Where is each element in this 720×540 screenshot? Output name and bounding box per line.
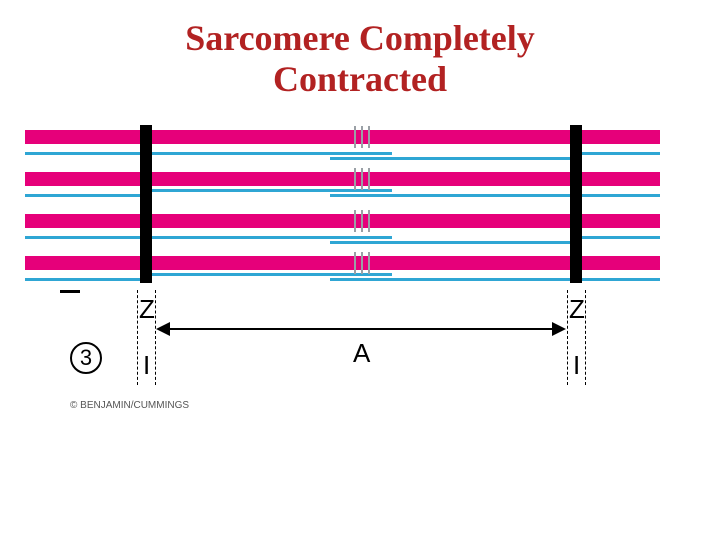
i-label-right: I (573, 350, 580, 381)
i-dashed-right-b (585, 290, 586, 385)
thin-filament-left-inner-2 (152, 236, 392, 239)
title-line1: Sarcomere Completely (0, 18, 720, 59)
page-title: Sarcomere Completely Contracted (0, 0, 720, 101)
m-line-2-1 (361, 210, 363, 232)
m-line-3-1 (361, 252, 363, 274)
step-number-value: 3 (80, 345, 92, 371)
m-line-0-0 (354, 126, 356, 148)
thick-filament-right-2 (582, 214, 660, 228)
thick-filament-left-0 (25, 130, 140, 144)
m-line-3-0 (354, 252, 356, 274)
z-label-right: Z (569, 294, 585, 325)
thick-filament-right-1 (582, 172, 660, 186)
i-dashed-right-a (567, 290, 568, 385)
m-line-1-2 (368, 168, 370, 190)
thin-filament-left-inner-3 (152, 273, 392, 276)
m-line-3-2 (368, 252, 370, 274)
thin-filament-left-outer-2 (25, 236, 140, 239)
i-label-left: I (143, 350, 150, 381)
a-band-arrow-head-left (156, 322, 170, 336)
thin-filament-left-outer-3 (25, 278, 140, 281)
thin-filament-right-inner-3 (330, 278, 570, 281)
copyright-credit: © BENJAMIN/CUMMINGS (70, 400, 189, 411)
z-label-left: Z (139, 294, 155, 325)
sarcomere-diagram (60, 130, 660, 280)
thin-filament-left-inner-1 (152, 189, 392, 192)
thin-filament-left-outer-1 (25, 194, 140, 197)
thin-filament-right-outer-2 (582, 236, 660, 239)
thin-filament-left-inner-0 (152, 152, 392, 155)
m-line-2-0 (354, 210, 356, 232)
i-dashed-left-a (137, 290, 138, 385)
annotation-area: ZZIIA3 (60, 290, 660, 410)
title-line2: Contracted (0, 59, 720, 100)
m-line-0-2 (368, 126, 370, 148)
thin-filament-right-outer-3 (582, 278, 660, 281)
thin-filament-right-outer-0 (582, 152, 660, 155)
thin-filament-right-inner-0 (330, 157, 570, 160)
a-label: A (353, 338, 370, 369)
thin-filament-right-outer-1 (582, 194, 660, 197)
thick-filament-left-1 (25, 172, 140, 186)
z-disc-left (140, 125, 152, 283)
m-line-1-1 (361, 168, 363, 190)
step-number-badge: 3 (70, 342, 102, 374)
m-line-1-0 (354, 168, 356, 190)
thick-filament-right-0 (582, 130, 660, 144)
z-underline-right (60, 292, 80, 294)
a-band-arrow-head-right (552, 322, 566, 336)
thick-filament-left-3 (25, 256, 140, 270)
m-line-2-2 (368, 210, 370, 232)
thin-filament-right-inner-2 (330, 241, 570, 244)
thin-filament-right-inner-1 (330, 194, 570, 197)
thick-filament-left-2 (25, 214, 140, 228)
i-dashed-left-b (155, 290, 156, 385)
thick-filament-right-3 (582, 256, 660, 270)
m-line-0-1 (361, 126, 363, 148)
thin-filament-left-outer-0 (25, 152, 140, 155)
a-band-arrow-line (158, 328, 564, 330)
z-disc-right (570, 125, 582, 283)
